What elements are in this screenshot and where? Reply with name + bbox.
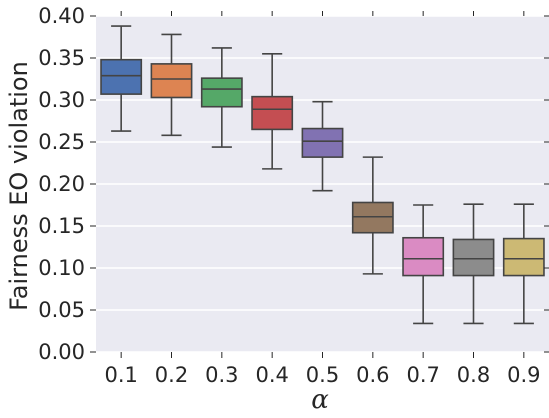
box-body xyxy=(100,58,143,95)
y-tick-label: 0.00 xyxy=(38,340,85,364)
box-body xyxy=(200,77,243,108)
box-body xyxy=(351,201,394,234)
x-tick-label: 0.1 xyxy=(104,363,137,387)
x-tick-label: 0.5 xyxy=(306,363,339,387)
y-tick-label: 0.10 xyxy=(38,256,85,280)
box-body xyxy=(402,236,445,277)
box-0.4 xyxy=(251,52,294,170)
box-body xyxy=(301,127,344,158)
box-0.9 xyxy=(502,203,545,325)
box-body xyxy=(150,63,193,99)
x-tick-label: 0.8 xyxy=(457,363,490,387)
box-0.6 xyxy=(351,156,394,275)
y-tick-label: 0.15 xyxy=(38,214,85,238)
y-tick-label: 0.35 xyxy=(38,46,85,70)
x-axis-ticks: 0.1 0.2 0.3 0.4 0.5 0.6 0.7 0.8 0.9 xyxy=(104,11,541,387)
box-0.3 xyxy=(200,47,243,148)
x-tick-label: 0.7 xyxy=(406,363,439,387)
x-tick-label: 0.2 xyxy=(155,363,188,387)
y-tick-label: 0.20 xyxy=(38,172,85,196)
x-tick-label: 0.9 xyxy=(507,363,540,387)
box-group xyxy=(100,25,545,325)
y-tick-label: 0.40 xyxy=(38,4,85,28)
box-0.2 xyxy=(150,33,193,137)
y-tick-label: 0.30 xyxy=(38,88,85,112)
box-body xyxy=(452,238,495,277)
x-tick-label: 0.6 xyxy=(356,363,389,387)
box-body xyxy=(502,237,545,277)
y-tick-label: 0.25 xyxy=(38,130,85,154)
x-tick-label: 0.4 xyxy=(255,363,288,387)
box-0.8 xyxy=(452,203,495,325)
y-axis-label: Fairness EO violation xyxy=(5,61,33,311)
x-tick-label: 0.3 xyxy=(205,363,238,387)
box-body xyxy=(251,95,294,131)
box-0.1 xyxy=(100,25,143,132)
y-tick-label: 0.05 xyxy=(38,298,85,322)
box-0.5 xyxy=(301,100,344,192)
box-0.7 xyxy=(402,204,445,325)
x-axis-label: α xyxy=(311,385,329,415)
y-axis-ticks: 0.00 0.05 0.10 0.15 0.20 0.25 0.30 0.35 0.40 xyxy=(38,4,549,364)
